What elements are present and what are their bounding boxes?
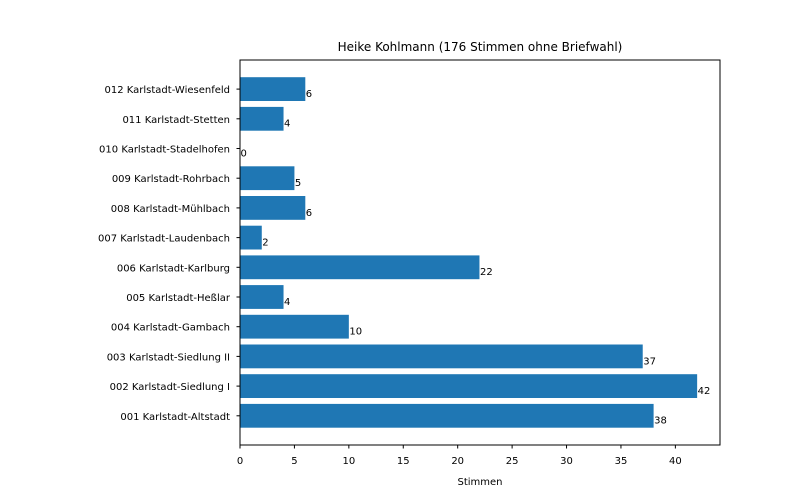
y-tick-label: 002 Karlstadt-Siedlung I [110, 382, 230, 393]
y-tick-label: 008 Karlstadt-Mühlbach [111, 204, 230, 215]
y-tick-label: 006 Karlstadt-Karlburg [117, 263, 230, 274]
data-label: 38 [654, 416, 667, 427]
x-tick-label: 30 [560, 456, 573, 467]
bar [240, 285, 284, 309]
data-label: 6 [306, 208, 312, 219]
x-axis: 0 5 10 15 20 25 30 35 40 [237, 445, 682, 467]
data-label: 2 [262, 238, 268, 249]
x-tick-label: 25 [506, 456, 519, 467]
data-label: 22 [480, 267, 493, 278]
x-axis-label: Stimmen [457, 477, 502, 488]
x-tick-label: 15 [397, 456, 410, 467]
y-tick-label: 004 Karlstadt-Gambach [111, 323, 230, 334]
bar [240, 77, 306, 101]
y-tick-label: 012 Karlstadt-Wiesenfeld [105, 85, 231, 96]
bar [240, 106, 284, 131]
y-tick-label: 005 Karlstadt-Heßlar [126, 293, 231, 304]
x-tick-label: 40 [669, 456, 682, 467]
data-label: 0 [241, 148, 247, 159]
data-label: 42 [698, 386, 711, 397]
bar [240, 196, 306, 220]
data-label: 10 [349, 327, 362, 338]
y-tick-label: 007 Karlstadt-Laudenbach [98, 234, 230, 245]
x-tick-label: 35 [615, 456, 628, 467]
x-tick-label: 0 [237, 456, 243, 467]
y-tick-label: 009 Karlstadt-Rohrbach [112, 174, 230, 185]
bar [240, 314, 349, 339]
bar [240, 255, 480, 280]
y-tick-label: 010 Karlstadt-Stadelhofen [99, 145, 230, 156]
data-label: 4 [284, 119, 290, 130]
data-label: 5 [295, 178, 301, 189]
x-tick-label: 20 [451, 456, 464, 467]
data-label: 37 [643, 356, 656, 367]
x-tick-label: 10 [342, 456, 355, 467]
bar [240, 225, 262, 250]
y-tick-label: 001 Karlstadt-Altstadt [120, 412, 230, 423]
x-tick-label: 5 [291, 456, 297, 467]
chart-title: Heike Kohlmann (176 Stimmen ohne Briefwa… [338, 40, 623, 54]
bar [240, 403, 654, 428]
bars-layer [240, 77, 698, 428]
bar [240, 166, 295, 191]
bar [240, 344, 643, 369]
data-label: 6 [306, 89, 312, 100]
y-axis: 001 Karlstadt-Altstadt 002 Karlstadt-Sied… [98, 85, 240, 423]
plot-frame [239, 59, 721, 446]
y-tick-label: 003 Karlstadt-Siedlung II [107, 352, 230, 363]
y-tick-label: 011 Karlstadt-Stetten [122, 115, 230, 126]
data-label: 4 [284, 297, 290, 308]
bar [240, 374, 698, 398]
